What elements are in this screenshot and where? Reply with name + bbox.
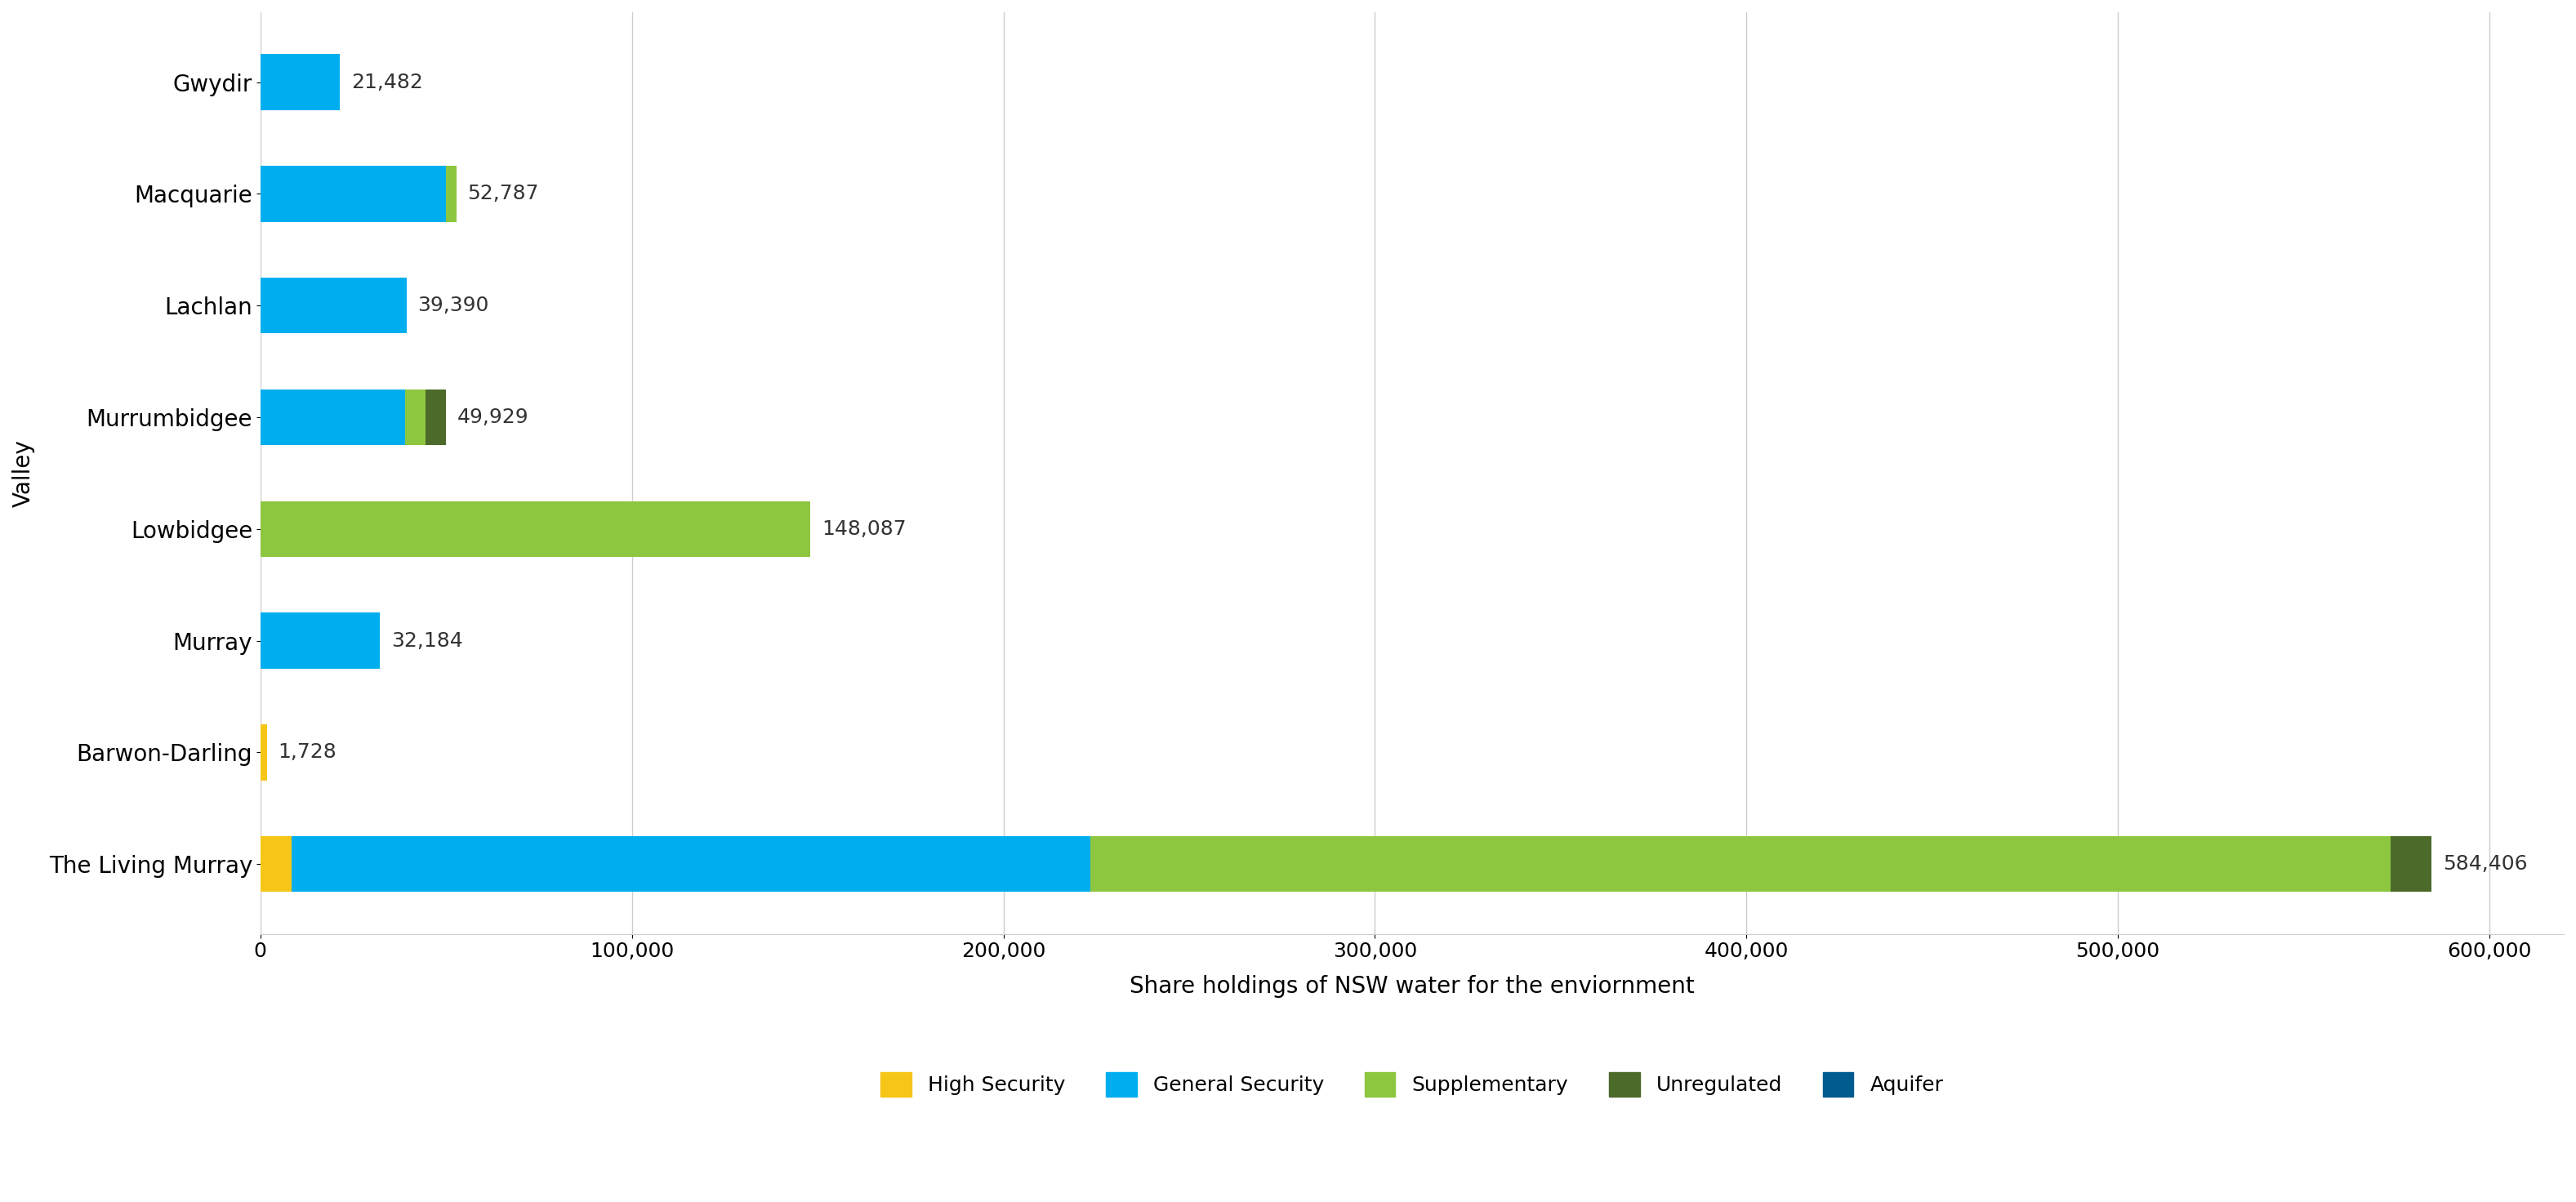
Text: 148,087: 148,087 xyxy=(822,519,907,538)
Bar xyxy=(291,837,1090,892)
Bar xyxy=(404,389,425,445)
Text: 49,929: 49,929 xyxy=(456,407,528,427)
Text: 21,482: 21,482 xyxy=(350,72,422,91)
Y-axis label: Valley: Valley xyxy=(13,439,36,507)
Bar xyxy=(260,54,340,111)
Text: 1,728: 1,728 xyxy=(278,743,337,762)
Text: 32,184: 32,184 xyxy=(392,631,464,650)
Text: 52,787: 52,787 xyxy=(469,184,538,203)
Bar xyxy=(260,501,811,557)
Legend: High Security, General Security, Supplementary, Unregulated, Aquifer: High Security, General Security, Supplem… xyxy=(873,1064,1953,1105)
Bar xyxy=(2391,837,2432,892)
Text: 584,406: 584,406 xyxy=(2442,855,2527,874)
Bar xyxy=(260,837,291,892)
Bar xyxy=(260,725,268,780)
Bar xyxy=(260,278,407,333)
X-axis label: Share holdings of NSW water for the enviornment: Share holdings of NSW water for the envi… xyxy=(1128,975,1695,998)
Bar xyxy=(260,166,446,221)
Bar xyxy=(260,389,404,445)
Bar xyxy=(446,166,456,221)
Text: 39,390: 39,390 xyxy=(417,296,489,315)
Bar xyxy=(425,389,446,445)
Bar xyxy=(260,613,379,668)
Bar xyxy=(1090,837,2391,892)
